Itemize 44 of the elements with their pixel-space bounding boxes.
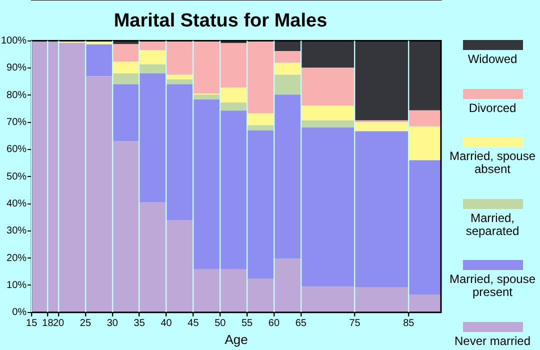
bar	[220, 102, 248, 111]
bar	[274, 62, 301, 75]
x-tick-label: 35	[134, 318, 146, 330]
y-tick-label: 70%	[6, 117, 27, 128]
bar	[85, 44, 112, 76]
x-tick-label: 45	[188, 318, 200, 330]
y-tick-label: 20%	[6, 252, 27, 264]
x-tick-label: 40	[160, 318, 172, 330]
x-tick-label: 20	[52, 318, 65, 330]
y-tick-label: 60%	[6, 144, 27, 156]
y-tick-label: 40%	[6, 198, 27, 210]
y-tick-label: 50%	[6, 171, 27, 182]
x-tick-label: 85	[403, 318, 415, 330]
y-tick-label: 80%	[6, 90, 27, 101]
x-tick-label: 65	[295, 318, 307, 330]
x-tick-label: 18	[42, 318, 54, 330]
x-tick-label: 50	[214, 318, 226, 330]
y-tick-label: 10%	[6, 280, 27, 291]
x-tick-label: 30	[106, 318, 118, 330]
x-axis-title: Age	[224, 332, 248, 347]
bar	[247, 113, 274, 126]
bar	[274, 74, 301, 95]
chart-title: Marital Status for Males	[114, 10, 328, 32]
legend-label: Married, spouse present	[448, 272, 537, 300]
bar	[112, 73, 140, 84]
legend-label: Married, spouse absent	[448, 149, 537, 176]
legend-label: Married, separated	[464, 210, 520, 238]
x-tick-label: 25	[80, 318, 92, 330]
bar	[247, 125, 274, 130]
y-tick-label: 30%	[6, 226, 27, 237]
y-tick-label: 0%	[12, 307, 27, 318]
legend-label: Divorced	[468, 100, 516, 115]
bar	[139, 64, 166, 74]
y-tick-label: 90%	[6, 62, 27, 74]
x-tick-label: 60	[268, 318, 280, 330]
legend-label: Never married	[454, 334, 531, 348]
bar	[193, 94, 220, 100]
x-tick-label: 75	[349, 318, 361, 330]
x-tick-label: 55	[242, 318, 254, 330]
legend-label: Widowed	[468, 52, 518, 66]
x-tick-label: 15	[26, 318, 38, 330]
bar	[166, 79, 194, 84]
bar	[166, 74, 194, 80]
y-tick-label: 100%	[1, 36, 27, 47]
